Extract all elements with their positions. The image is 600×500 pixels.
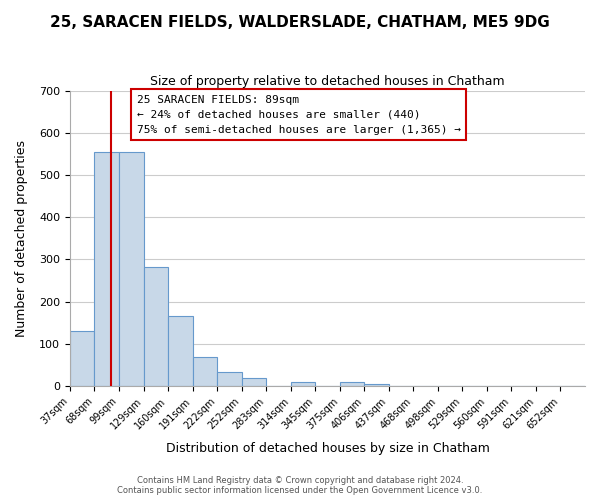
X-axis label: Distribution of detached houses by size in Chatham: Distribution of detached houses by size … [166,442,490,455]
Bar [193,356,217,386]
Text: Contains HM Land Registry data © Crown copyright and database right 2024.
Contai: Contains HM Land Registry data © Crown c… [118,476,482,495]
Bar [290,382,315,386]
Bar [217,372,242,386]
Text: 25 SARACEN FIELDS: 89sqm
← 24% of detached houses are smaller (440)
75% of semi-: 25 SARACEN FIELDS: 89sqm ← 24% of detach… [137,95,461,134]
Bar [143,266,168,386]
Bar [94,152,119,386]
Bar [168,316,193,386]
Bar [364,384,389,386]
Bar [119,152,143,386]
Bar [340,382,364,386]
Bar [70,332,94,386]
Y-axis label: Number of detached properties: Number of detached properties [15,140,28,337]
Bar [242,378,266,386]
Title: Size of property relative to detached houses in Chatham: Size of property relative to detached ho… [150,75,505,88]
Text: 25, SARACEN FIELDS, WALDERSLADE, CHATHAM, ME5 9DG: 25, SARACEN FIELDS, WALDERSLADE, CHATHAM… [50,15,550,30]
